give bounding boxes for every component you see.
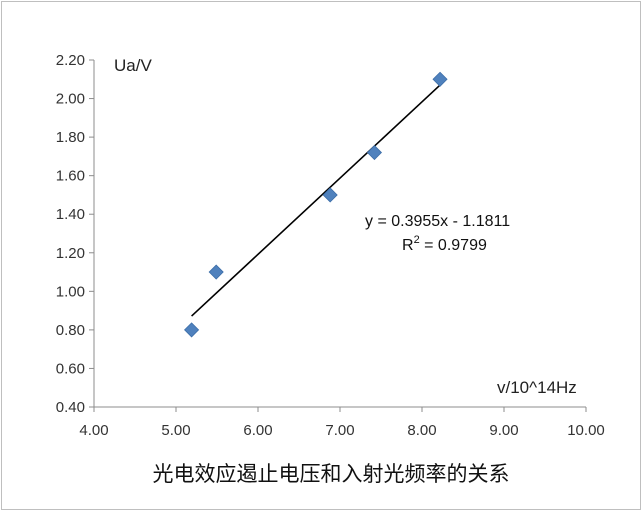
y-axis-ticks: 0.40 0.60 0.80 1.00 1.20 1.40 1.60 1.80 2.00 2.20 [56, 52, 94, 416]
x-tick-label: 9.00 [489, 422, 518, 439]
data-point [208, 264, 224, 280]
chart-title: 光电效应遏止电压和入射光频率的关系 [153, 462, 510, 486]
y-tick-label: 1.00 [56, 283, 85, 300]
y-tick-label: 0.80 [56, 322, 85, 339]
x-tick-label: 4.00 [79, 422, 108, 439]
y-tick-label: 1.40 [56, 206, 85, 223]
data-point [432, 71, 448, 87]
x-axis-title: v/10^14Hz [497, 378, 577, 397]
x-tick-label: 10.00 [567, 422, 605, 439]
x-tick-label: 7.00 [325, 422, 354, 439]
x-tick-label: 8.00 [407, 422, 436, 439]
r-squared-prefix: R [402, 237, 414, 254]
y-tick-label: 0.40 [56, 399, 85, 416]
y-tick-label: 1.60 [56, 168, 85, 185]
x-axis-ticks: 4.00 5.00 6.00 7.00 8.00 9.00 10.00 [79, 407, 605, 439]
data-point [366, 144, 383, 161]
data-points [184, 71, 448, 338]
trendline [191, 84, 441, 317]
data-point [322, 187, 338, 203]
r-squared-label: R2 = 0.9799 [402, 234, 487, 254]
y-tick-label: 1.20 [56, 245, 85, 262]
y-tick-label: 2.20 [56, 52, 85, 69]
x-tick-label: 6.00 [243, 422, 272, 439]
y-tick-label: 0.60 [56, 360, 85, 377]
r-squared-value: = 0.9799 [420, 237, 487, 254]
y-tick-label: 2.00 [56, 91, 85, 108]
r-squared-superscript: 2 [414, 234, 420, 246]
trendline-equation: y = 0.3955x - 1.1811 [365, 213, 510, 230]
data-point [184, 322, 200, 338]
x-tick-label: 5.00 [161, 422, 190, 439]
y-axis-title: Ua/V [114, 56, 152, 75]
y-tick-label: 1.80 [56, 129, 85, 146]
